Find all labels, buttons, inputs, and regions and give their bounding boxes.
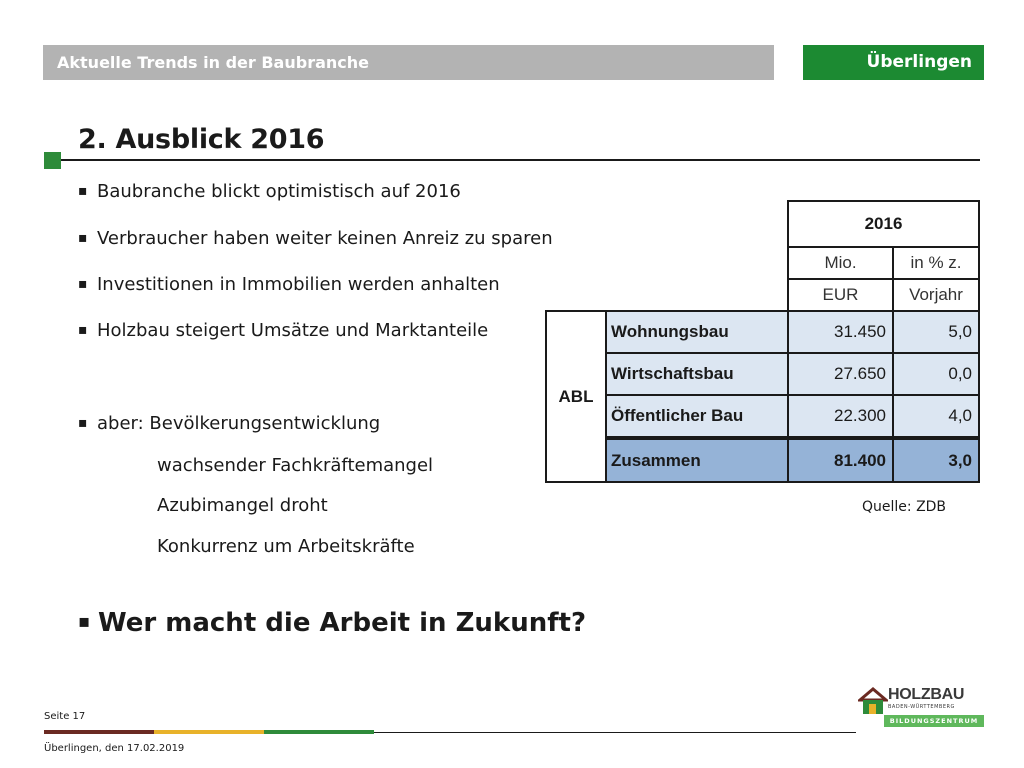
table-row-pct: 0,0 [892,352,980,396]
footer-stripe [154,730,264,734]
question-bullet: ▪ Wer macht die Arbeit in Zukunft? [78,608,586,638]
table-row-pct: 5,0 [892,310,980,354]
table-year-header: 2016 [787,200,980,248]
house-logo-icon [858,687,888,714]
page-number: Seite 17 [44,711,86,722]
table-row-mio: 22.300 [787,394,894,438]
bullet-item: ▪ Verbraucher haben weiter keinen Anreiz … [78,228,553,249]
table-col-pct: in % z. [892,246,980,280]
footer-stripe [264,730,374,734]
bullet-text: Baubranche blickt optimistisch auf 2016 [97,181,461,202]
sub-point: Konkurrenz um Arbeitskräfte [157,536,415,557]
table-total-label: Zusammen [605,438,789,483]
table-col-mio: Mio. [787,246,894,280]
table-row-label: Wirtschaftsbau [605,352,789,396]
bullet-icon: ▪ [78,276,88,292]
table-col-pct-unit: Vorjahr [892,278,980,312]
bullet-icon: ▪ [78,611,91,632]
table-col-mio-unit: EUR [787,278,894,312]
footer-date: Überlingen, den 17.02.2019 [44,743,185,754]
title-divider [61,159,980,161]
bullet-item: ▪ Holzbau steigert Umsätze und Marktantei… [78,320,488,341]
bullet-item: ▪ Investitionen in Immobilien werden anha… [78,274,500,295]
bullet-text: Holzbau steigert Umsätze und Marktanteil… [97,320,489,341]
logo-name: HOLZBAU [888,686,965,703]
table-row-label: Öffentlicher Bau [605,394,789,438]
table-row-mio: 31.450 [787,310,894,354]
holzbau-logo: HOLZBAU BADEN-WÜRTTEMBERG BILDUNGSZENTRU… [858,684,986,736]
bullet-icon: ▪ [78,183,88,199]
construction-table: 2016 Mio. in % z. EUR Vorjahr ABL Wohnun… [545,200,980,483]
logo-band: BILDUNGSZENTRUM [884,715,984,727]
bullet-item: ▪ Baubranche blickt optimistisch auf 2016 [78,181,461,202]
logo-subtitle: BADEN-WÜRTTEMBERG [888,704,955,710]
table-row-pct: 4,0 [892,394,980,438]
bullet-icon: ▪ [78,322,88,338]
bullet-text: Investitionen in Immobilien werden anhal… [97,274,500,295]
sub-point: wachsender Fachkräftemangel [157,455,434,476]
table-row-label: Wohnungsbau [605,310,789,354]
bullet-icon: ▪ [78,415,88,431]
bullet-text: aber: Bevölkerungsentwicklung [97,413,381,434]
bullet-item: ▪ aber: Bevölkerungsentwicklung [78,413,380,434]
bullet-text: Verbraucher haben weiter keinen Anreiz z… [97,228,553,249]
bullet-icon: ▪ [78,230,88,246]
page-title: 2. Ausblick 2016 [78,124,325,155]
title-square-icon [44,152,61,169]
header-title: Aktuelle Trends in der Baubranche [43,45,774,80]
table-total-mio: 81.400 [787,438,894,483]
table-total-pct: 3,0 [892,438,980,483]
table-row-mio: 27.650 [787,352,894,396]
footer-divider [374,732,856,733]
footer-stripe [44,730,154,734]
sub-point: Azubimangel droht [157,495,328,516]
question-text: Wer macht die Arbeit in Zukunft? [98,608,587,638]
table-source: Quelle: ZDB [862,499,947,515]
table-group-label: ABL [545,310,607,483]
location-label: Überlingen [803,45,984,80]
